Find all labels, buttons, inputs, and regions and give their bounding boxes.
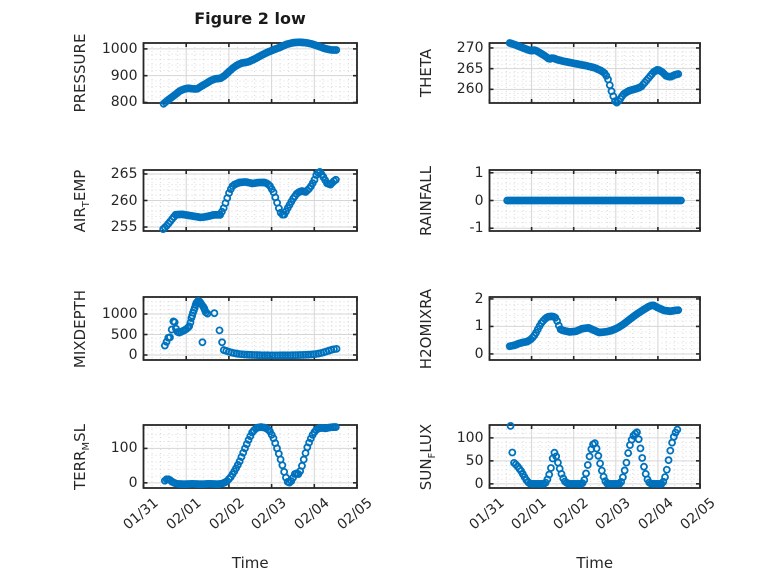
subplot-RAINFALL xyxy=(488,169,701,232)
subplot-SUN_FLUX xyxy=(488,422,701,489)
data-series xyxy=(506,422,682,488)
subplot-H2OMIXRA xyxy=(488,296,701,361)
y-axis-label-part: SL xyxy=(71,423,89,442)
subplot-MIXDEPTH xyxy=(142,296,358,361)
axes-box xyxy=(488,296,701,361)
y-tick-label: 2 xyxy=(474,290,484,307)
y-axis-label-part: TERR xyxy=(71,450,89,490)
subplot-TERR_MSL xyxy=(142,423,358,489)
y-axis-label-part: MIXDEPTH xyxy=(71,289,89,368)
y-axis-label-part: THETA xyxy=(417,48,435,98)
y-tick-label: 265 xyxy=(456,60,484,77)
data-series xyxy=(505,301,683,351)
y-tick-label: 0 xyxy=(474,345,484,362)
y-tick-label: 800 xyxy=(110,94,138,111)
x-axis-title: Time xyxy=(576,554,614,572)
y-axis-label: THETA xyxy=(417,3,435,143)
axes-box xyxy=(488,42,701,104)
y-axis-label: RAINFALL xyxy=(417,131,435,271)
tick-marks xyxy=(142,425,358,488)
y-tick-label: 900 xyxy=(110,67,138,84)
y-tick-label: 1000 xyxy=(101,40,138,57)
y-axis-label: AIRTEMP xyxy=(71,131,92,271)
y-tick-label: 0 xyxy=(474,192,484,209)
subplot-THETA xyxy=(488,39,701,107)
y-axis-label: PRESSURE xyxy=(71,3,89,143)
y-tick-label: 260 xyxy=(110,192,138,209)
y-tick-label: 0 xyxy=(474,475,484,492)
y-axis-label: TERRMSL xyxy=(71,387,92,527)
y-tick-label: 100 xyxy=(110,440,138,457)
data-series xyxy=(160,423,340,489)
data-series xyxy=(159,167,340,234)
tick-marks xyxy=(488,43,701,103)
tick-marks xyxy=(488,297,701,360)
y-axis-label: MIXDEPTH xyxy=(71,259,89,399)
y-axis-label-part: RAINFALL xyxy=(417,165,435,236)
y-axis-label-part: F xyxy=(427,452,438,458)
y-tick-label: 0 xyxy=(128,346,138,363)
y-axis-label-part: PRESSURE xyxy=(71,33,89,113)
axes-box xyxy=(142,296,358,361)
tick-marks xyxy=(142,170,358,231)
axes-box xyxy=(142,424,358,489)
data-series xyxy=(160,296,341,360)
y-tick-label: 1000 xyxy=(101,306,138,322)
tick-marks xyxy=(488,170,701,231)
y-axis-label-part: H2OMIXRA xyxy=(417,288,435,369)
y-tick-label: -1 xyxy=(469,220,484,237)
major-grid xyxy=(489,297,700,360)
y-tick-label: 260 xyxy=(456,81,484,98)
x-axis-title: Time xyxy=(231,554,269,572)
subplot-AIR_TEMP xyxy=(142,167,358,234)
y-tick-label: 0 xyxy=(128,474,138,491)
y-tick-label: 500 xyxy=(110,326,138,343)
data-series xyxy=(505,39,683,107)
y-axis-label-part: AIR xyxy=(71,206,89,232)
minor-grid xyxy=(489,297,700,360)
y-tick-label: 1 xyxy=(474,164,484,181)
y-axis-label: SUNFLUX xyxy=(417,387,438,527)
y-tick-label: 100 xyxy=(456,429,484,446)
y-axis-label-part: LUX xyxy=(417,423,435,453)
y-axis-label-part: T xyxy=(81,200,92,207)
subplot-PRESSURE xyxy=(142,38,358,108)
data-series xyxy=(159,38,341,108)
y-tick-label: 1 xyxy=(474,318,484,335)
y-tick-label: 265 xyxy=(110,165,138,182)
y-tick-label: 270 xyxy=(456,39,484,56)
y-axis-label-part: EMP xyxy=(71,169,89,201)
y-tick-label: 255 xyxy=(110,219,138,236)
y-axis-label-part: SUN xyxy=(417,457,435,490)
data-series xyxy=(503,196,685,205)
axes-box xyxy=(488,424,701,489)
axes-box xyxy=(142,42,358,104)
figure-title: Figure 2 low xyxy=(194,9,306,28)
tick-marks xyxy=(142,297,358,360)
y-axis-label-part: M xyxy=(81,441,92,451)
y-axis-label: H2OMIXRA xyxy=(417,259,435,399)
y-tick-label: 50 xyxy=(465,452,484,469)
